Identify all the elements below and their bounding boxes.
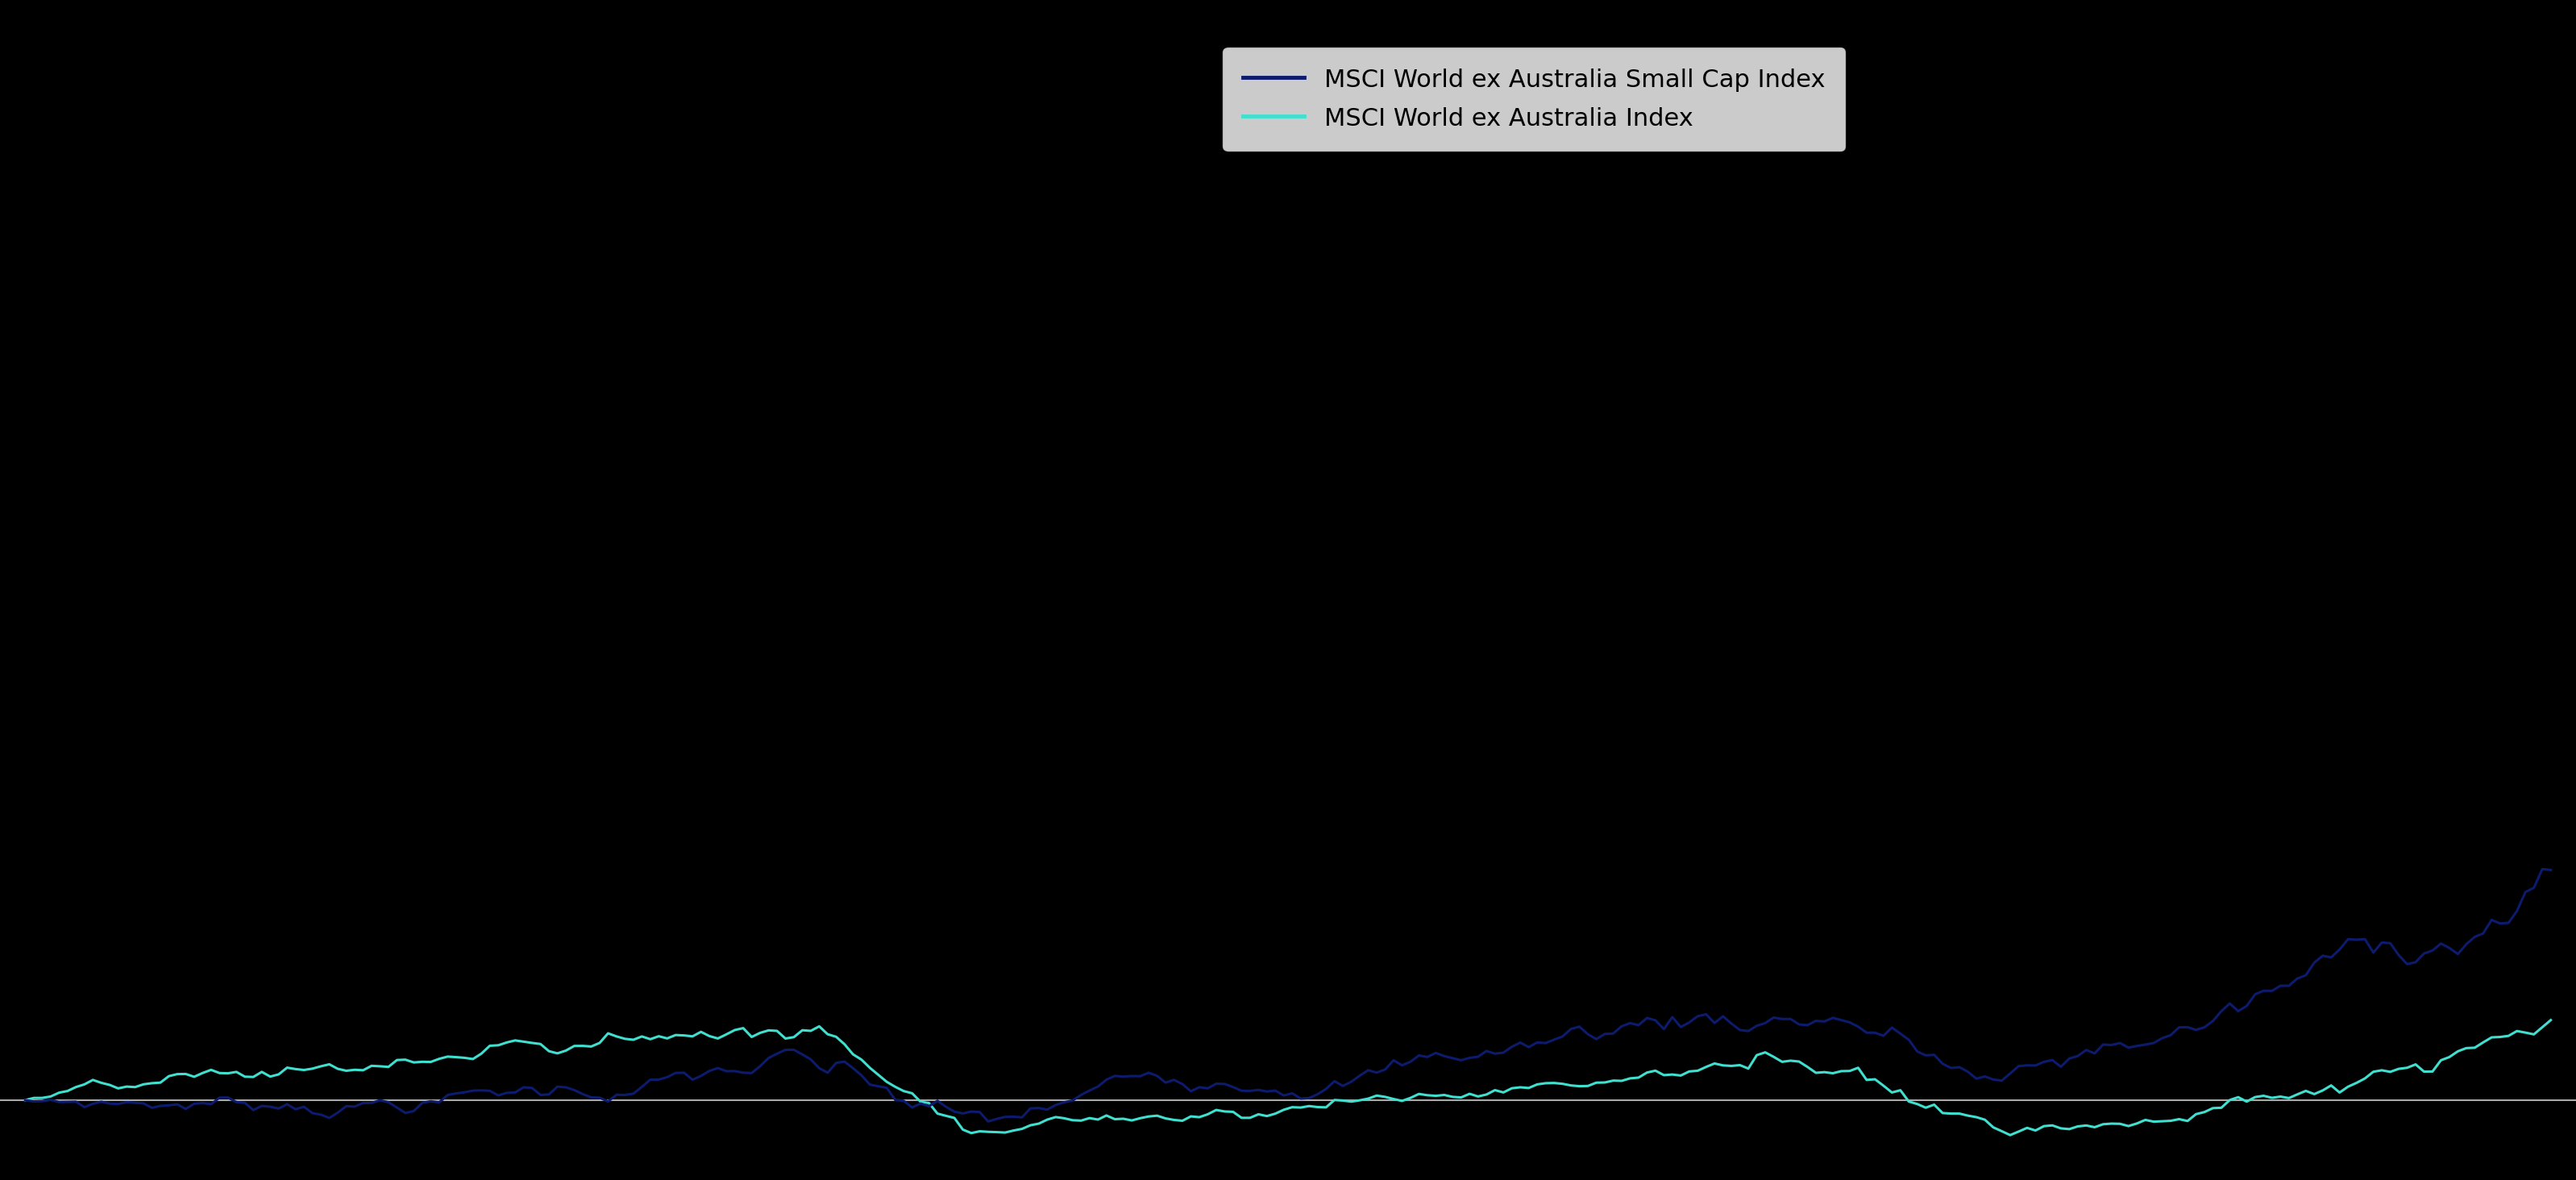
Legend: MSCI World ex Australia Small Cap Index, MSCI World ex Australia Index: MSCI World ex Australia Small Cap Index,… (1224, 47, 1844, 151)
